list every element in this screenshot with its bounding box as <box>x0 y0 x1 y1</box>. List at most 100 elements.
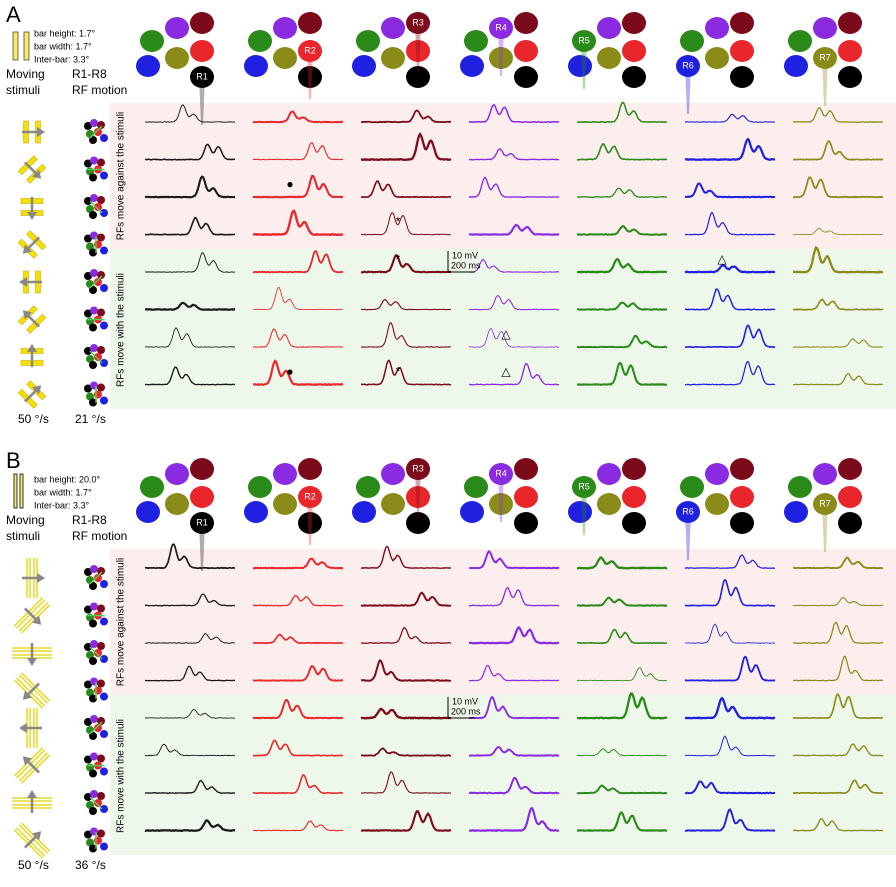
rosette: R7 <box>784 12 862 106</box>
rf-dot <box>86 205 94 213</box>
cell-label: R1 <box>196 517 208 527</box>
rf-dot <box>84 718 92 726</box>
photoreceptor <box>460 501 484 523</box>
trace <box>252 209 344 237</box>
rf-dot <box>90 677 98 686</box>
rf-dot <box>94 799 102 807</box>
trace <box>793 245 884 274</box>
electrode <box>415 23 421 71</box>
photoreceptor <box>572 476 596 498</box>
photoreceptor <box>705 493 729 515</box>
stimulus-icon <box>19 270 42 294</box>
rf-dot <box>84 197 92 205</box>
trace <box>252 739 344 757</box>
rf-arrow <box>95 236 97 253</box>
rf-dot <box>94 574 102 582</box>
heading-rf: RF motion <box>72 529 127 543</box>
trace <box>145 301 236 311</box>
stimulus-arrowhead <box>32 615 42 625</box>
rf-icon <box>84 381 108 407</box>
trace <box>469 806 560 833</box>
rf-dot <box>97 717 105 725</box>
trace <box>252 142 344 161</box>
photoreceptor <box>622 40 646 62</box>
rf-dot <box>94 128 102 136</box>
rf-dot <box>89 211 97 219</box>
photoreceptor <box>514 512 538 534</box>
trace <box>360 180 452 199</box>
trace <box>252 774 344 795</box>
electrode <box>498 28 504 76</box>
annotation: * <box>396 252 401 266</box>
trace <box>252 286 344 311</box>
rf-dot <box>94 686 102 695</box>
photoreceptor <box>244 55 268 77</box>
rf-dot <box>90 381 98 390</box>
rf-dot <box>100 617 108 626</box>
heading-stimuli: stimuli <box>6 529 40 543</box>
photoreceptor <box>730 40 754 62</box>
trace <box>576 667 668 682</box>
rosette: R5 <box>568 12 646 89</box>
rf-dot <box>89 173 97 182</box>
electrode <box>822 504 828 552</box>
stimulus-icon <box>17 155 47 184</box>
rf-dot <box>90 602 98 611</box>
rf-icon <box>84 565 108 590</box>
rf-dot <box>100 284 108 292</box>
cell-label: R5 <box>578 481 590 491</box>
photoreceptor <box>140 476 164 498</box>
rf-dot <box>94 724 102 732</box>
rf-dot <box>94 278 102 286</box>
rf-dot <box>94 203 102 211</box>
photoreceptor <box>381 47 405 69</box>
photoreceptor <box>788 476 812 498</box>
rf-icon <box>84 790 108 815</box>
rf-dot <box>90 565 98 573</box>
trace <box>576 187 668 198</box>
rf-dot <box>86 355 94 363</box>
trace <box>793 621 884 644</box>
rosette: R2 <box>244 458 322 545</box>
rf-dot <box>90 231 98 240</box>
photoreceptor <box>597 47 621 69</box>
rf-dot <box>84 605 92 614</box>
photoreceptor <box>622 458 646 480</box>
heading-rf: RF motion <box>72 83 127 97</box>
trace <box>792 373 883 386</box>
photoreceptor <box>838 486 862 508</box>
photoreceptor <box>730 486 754 508</box>
trace <box>468 776 560 795</box>
rf-dot <box>97 642 105 650</box>
electrode <box>685 512 691 560</box>
trace <box>576 811 668 832</box>
trace <box>360 659 452 682</box>
trace <box>469 746 560 757</box>
photoreceptor <box>406 458 430 480</box>
photoreceptor <box>248 30 272 52</box>
photoreceptor <box>298 486 322 508</box>
rf-dot <box>97 792 105 800</box>
stimulus-arrowhead <box>27 212 37 220</box>
trace <box>684 263 776 274</box>
trace <box>576 224 668 236</box>
cell-label: R4 <box>495 468 507 478</box>
trace <box>360 298 452 311</box>
trace <box>144 633 236 644</box>
rf-dot <box>84 680 92 689</box>
trace <box>144 665 236 682</box>
trace <box>792 556 884 570</box>
rosette: R3 <box>352 12 430 88</box>
rf-icon <box>84 715 108 740</box>
rf-dot <box>100 321 108 330</box>
stimulus-arrowhead <box>19 723 27 733</box>
rf-dot <box>84 159 92 168</box>
bar-icon <box>19 473 24 509</box>
photoreceptor <box>622 66 646 88</box>
photoreceptor <box>298 12 322 34</box>
trace <box>793 176 884 199</box>
photoreceptor <box>622 512 646 534</box>
rf-dot <box>86 801 94 809</box>
rf-dot <box>84 830 92 839</box>
